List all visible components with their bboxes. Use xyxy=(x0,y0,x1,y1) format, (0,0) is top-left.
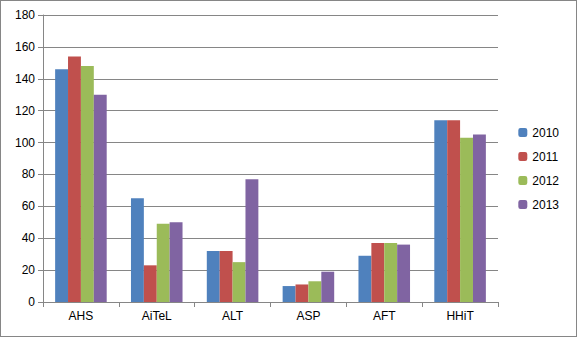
svg-text:20: 20 xyxy=(22,263,36,277)
svg-text:80: 80 xyxy=(22,167,36,181)
svg-text:AHS: AHS xyxy=(69,309,94,323)
svg-text:AiTeL: AiTeL xyxy=(142,309,172,323)
svg-text:60: 60 xyxy=(22,199,36,213)
svg-text:HHiT: HHiT xyxy=(446,309,474,323)
svg-text:AFT: AFT xyxy=(373,309,396,323)
svg-text:0: 0 xyxy=(28,295,35,309)
svg-text:2010: 2010 xyxy=(532,126,559,140)
svg-text:100: 100 xyxy=(15,136,35,150)
svg-text:180: 180 xyxy=(15,8,35,22)
svg-text:120: 120 xyxy=(15,104,35,118)
svg-text:ALT: ALT xyxy=(222,309,244,323)
svg-text:160: 160 xyxy=(15,40,35,54)
svg-text:2013: 2013 xyxy=(532,198,559,212)
svg-text:2011: 2011 xyxy=(532,150,558,164)
svg-text:140: 140 xyxy=(15,72,35,86)
svg-text:40: 40 xyxy=(22,231,36,245)
svg-text:ASP: ASP xyxy=(296,309,320,323)
svg-text:2012: 2012 xyxy=(532,174,559,188)
